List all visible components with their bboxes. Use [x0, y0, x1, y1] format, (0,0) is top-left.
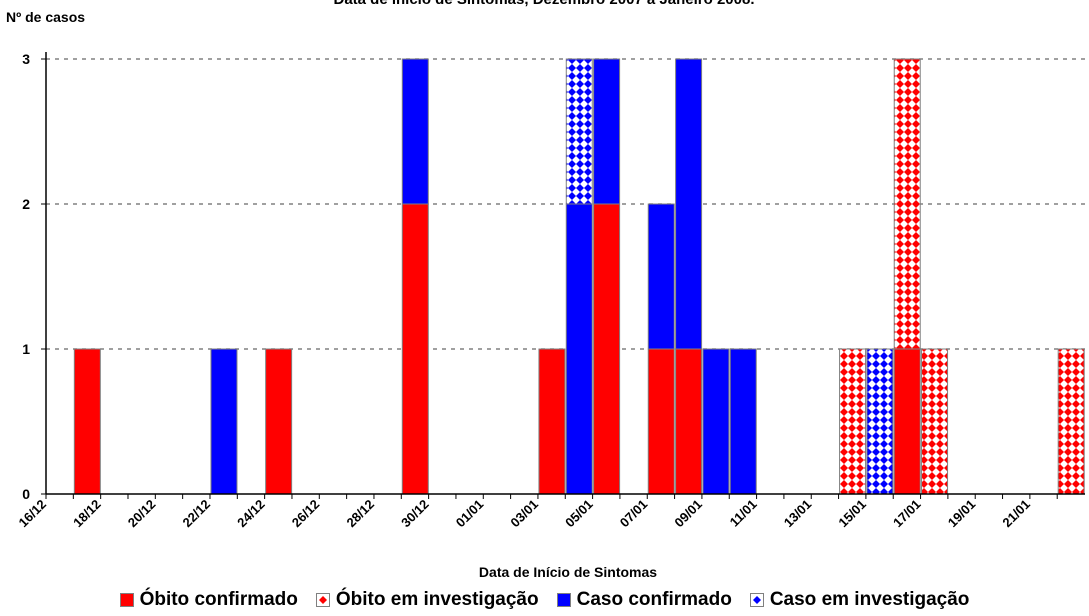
legend-swatch — [749, 593, 764, 607]
legend: Óbito confirmado Óbito em investigação Cas… — [0, 585, 1089, 615]
legend-swatch — [119, 593, 134, 607]
legend-label: Caso em investigação — [769, 589, 970, 610]
x-tick-label: 24/12 — [234, 497, 268, 531]
bar-24-12-óbito-confirmado — [265, 348, 293, 495]
y-tick-label: 2 — [22, 196, 30, 212]
bar-05-01-óbito-confirmado — [593, 203, 621, 495]
x-tick-label: 09/01 — [671, 497, 705, 531]
x-tick-label: 16/12 — [16, 497, 50, 531]
bar-05-01-caso-confirmado — [593, 58, 621, 205]
x-tick-label: 17/01 — [890, 497, 924, 531]
x-tick-label: 28/12 — [343, 497, 377, 531]
x-tick-label: 22/12 — [179, 497, 213, 531]
bar-15-01-caso-em-investigação — [866, 348, 894, 495]
bar-03-01-óbito-confirmado — [538, 348, 566, 495]
legend-item: Caso em investigação — [749, 589, 970, 611]
x-tick-label: 26/12 — [289, 497, 323, 531]
x-tick-label: 13/01 — [781, 497, 815, 531]
x-tick-label: 03/01 — [507, 497, 541, 531]
x-tick-label: 15/01 — [835, 497, 869, 531]
bar-07-01-óbito-confirmado — [647, 348, 675, 495]
x-axis-label: Data de Início de Sintomas — [479, 564, 657, 580]
bar-17-12-óbito-confirmado — [73, 348, 101, 495]
bar-10-01-caso-confirmado — [729, 348, 757, 495]
bar-07-01-caso-confirmado — [647, 203, 675, 350]
x-tick-label: 20/12 — [125, 497, 159, 531]
bar-22-12-caso-confirmado — [210, 348, 238, 495]
bar-16-01-óbito-em-investigação — [893, 58, 921, 350]
x-tick-label: 30/12 — [398, 497, 432, 531]
legend-swatch — [315, 593, 330, 607]
x-tick-label: 07/01 — [617, 497, 651, 531]
x-tick-label: 21/01 — [999, 497, 1033, 531]
x-tick-label: 18/12 — [70, 497, 104, 531]
bar-08-01-óbito-confirmado — [675, 348, 703, 495]
x-tick-label: 01/01 — [453, 497, 487, 531]
chart-title: Data de início de Sintomas, Dezembro 200… — [333, 0, 754, 8]
y-axis-label: Nº de casos — [6, 9, 85, 25]
bar-14-01-óbito-em-investigação — [839, 348, 867, 495]
legend-label: Óbito confirmado — [139, 589, 298, 610]
bar-16-01-óbito-confirmado — [893, 348, 921, 495]
bar-04-01-caso-em-investigação — [565, 58, 593, 205]
bar-04-01-caso-confirmado — [565, 203, 593, 495]
bar-09-01-caso-confirmado — [702, 348, 730, 495]
y-tick-label: 3 — [22, 51, 30, 67]
bar-17-01-óbito-em-investigação — [921, 348, 949, 495]
y-tick-label: 0 — [22, 486, 30, 502]
legend-label: Óbito em investigação — [335, 589, 539, 610]
x-tick-label: 19/01 — [945, 497, 979, 531]
y-tick-label: 1 — [22, 341, 30, 357]
bar-08-01-caso-confirmado — [675, 58, 703, 350]
legend-item: Óbito em investigação — [315, 589, 539, 611]
legend-item: Caso confirmado — [556, 589, 732, 611]
bar-29-12-caso-confirmado — [401, 58, 429, 205]
x-tick-label: 11/01 — [727, 497, 760, 530]
legend-label: Caso confirmado — [576, 589, 732, 610]
legend-swatch — [556, 593, 571, 607]
chart: Data de início de Sintomas, Dezembro 200… — [6, 0, 1085, 580]
legend-item: Óbito confirmado — [119, 589, 298, 611]
x-tick-label: 05/01 — [562, 497, 596, 531]
bar-22-01-óbito-em-investigação — [1057, 348, 1085, 495]
bar-29-12-óbito-confirmado — [401, 203, 429, 495]
